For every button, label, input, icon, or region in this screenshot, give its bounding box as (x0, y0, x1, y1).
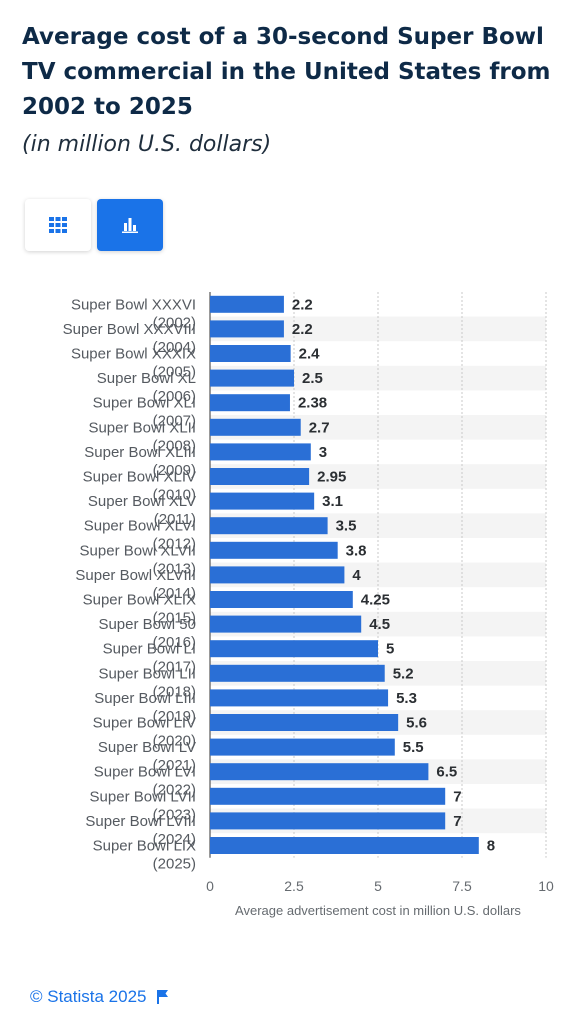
category-label: Super Bowl LVIII (2024) (85, 813, 196, 848)
bar (210, 566, 345, 584)
category-label: Super Bowl LIX (2025) (93, 838, 196, 873)
bar (210, 320, 284, 338)
category-label: Super Bowl 50 (2016) (98, 616, 196, 651)
x-tick-label: 7.5 (452, 878, 472, 894)
bar (210, 517, 328, 535)
category-label: Super Bowl LII (2018) (98, 665, 196, 700)
data-label: 5.5 (403, 739, 424, 756)
category-label: Super Bowl XLVII (2013) (80, 542, 196, 577)
data-label: 3.1 (322, 493, 343, 510)
chart-view-button[interactable] (97, 199, 163, 251)
x-tick-label: 5 (374, 878, 382, 894)
bar (210, 714, 399, 731)
data-label: 4 (352, 567, 361, 584)
category-label: Super Bowl XLVI (2012) (84, 518, 196, 553)
data-label: 5 (386, 641, 394, 658)
bar-chart: 2.2 Super Bowl XXXVI (2002) 2.2 Super Bowl X… (63, 292, 554, 918)
data-label: 6.5 (436, 764, 457, 781)
table-grid-icon (49, 217, 67, 233)
category-label: Super Bowl XXXIX (2005) (71, 346, 196, 381)
bar (210, 689, 389, 707)
data-label: 4.5 (369, 616, 390, 633)
data-label: 7 (453, 813, 461, 830)
bar (210, 295, 284, 313)
category-label: Super Bowl XLIX (2015) (83, 592, 196, 627)
data-label: 2.38 (298, 395, 327, 412)
bar (210, 394, 290, 412)
chart-subtitle: (in million U.S. dollars) (22, 132, 272, 157)
category-label: Super Bowl LIV (2020) (93, 715, 196, 750)
table-view-button[interactable] (25, 199, 91, 251)
bar (210, 369, 294, 387)
data-label: 5.3 (396, 690, 417, 707)
bar (210, 738, 395, 756)
data-label: 2.5 (302, 370, 323, 387)
bar (210, 418, 301, 436)
bar (210, 837, 479, 854)
bar (210, 664, 385, 682)
data-label: 5.6 (406, 715, 427, 732)
x-tick-label: 2.5 (284, 878, 304, 894)
category-label: Super Bowl XLIII (2009) (84, 444, 196, 479)
footer: © Statista 2025 (30, 987, 169, 1007)
category-label: Super Bowl XLIV (2010) (83, 469, 196, 504)
x-tick-label: 10 (538, 878, 554, 894)
bar (210, 615, 362, 633)
bar (210, 763, 429, 781)
copyright-link[interactable]: © Statista 2025 (30, 987, 147, 1006)
bar (210, 492, 315, 510)
category-label: Super Bowl XLI (2007) (93, 395, 196, 430)
bar (210, 541, 338, 559)
data-label: 7 (453, 788, 461, 805)
category-label: Super Bowl LVII (2023) (90, 788, 196, 823)
bar (210, 787, 446, 805)
data-label: 2.95 (317, 469, 346, 486)
data-label: 3.8 (346, 542, 367, 559)
bar (210, 443, 311, 461)
category-label: Super Bowl LV (2021) (98, 739, 196, 774)
category-label: Super Bowl LI (2017) (103, 641, 196, 676)
chart-title: Average cost of a 30-second Super Bowl T… (22, 24, 551, 120)
data-label: 3.5 (336, 518, 357, 535)
bar (210, 640, 378, 658)
bar (210, 468, 310, 485)
x-tick-label: 0 (206, 878, 214, 894)
data-label: 5.2 (393, 665, 414, 682)
data-label: 4.25 (361, 592, 390, 609)
category-label: Super Bowl XXXVI (2002) (71, 296, 196, 331)
bar (210, 591, 353, 608)
bar (210, 345, 291, 362)
data-label: 2.2 (292, 296, 313, 313)
data-label: 8 (487, 838, 495, 855)
flag-icon[interactable] (156, 990, 169, 1004)
data-label: 3 (319, 444, 327, 461)
bar-chart-icon (122, 218, 138, 233)
category-label: Super Bowl XXXVIII (2004) (63, 321, 196, 356)
category-label: Super Bowl XLII (2008) (88, 419, 196, 454)
category-label: Super Bowl XLV (2011) (88, 493, 196, 528)
category-label: Super Bowl XL (2006) (97, 370, 196, 405)
data-label: 2.4 (299, 346, 321, 363)
bar (210, 812, 446, 830)
category-label: Super Bowl LVI (2022) (94, 764, 196, 799)
category-label: Super Bowl XLVIII (2014) (75, 567, 196, 602)
category-label: Super Bowl LIII (2019) (94, 690, 196, 725)
data-label: 2.2 (292, 321, 313, 338)
data-label: 2.7 (309, 419, 330, 436)
x-axis-label: Average advertisement cost in million U.… (235, 903, 521, 918)
